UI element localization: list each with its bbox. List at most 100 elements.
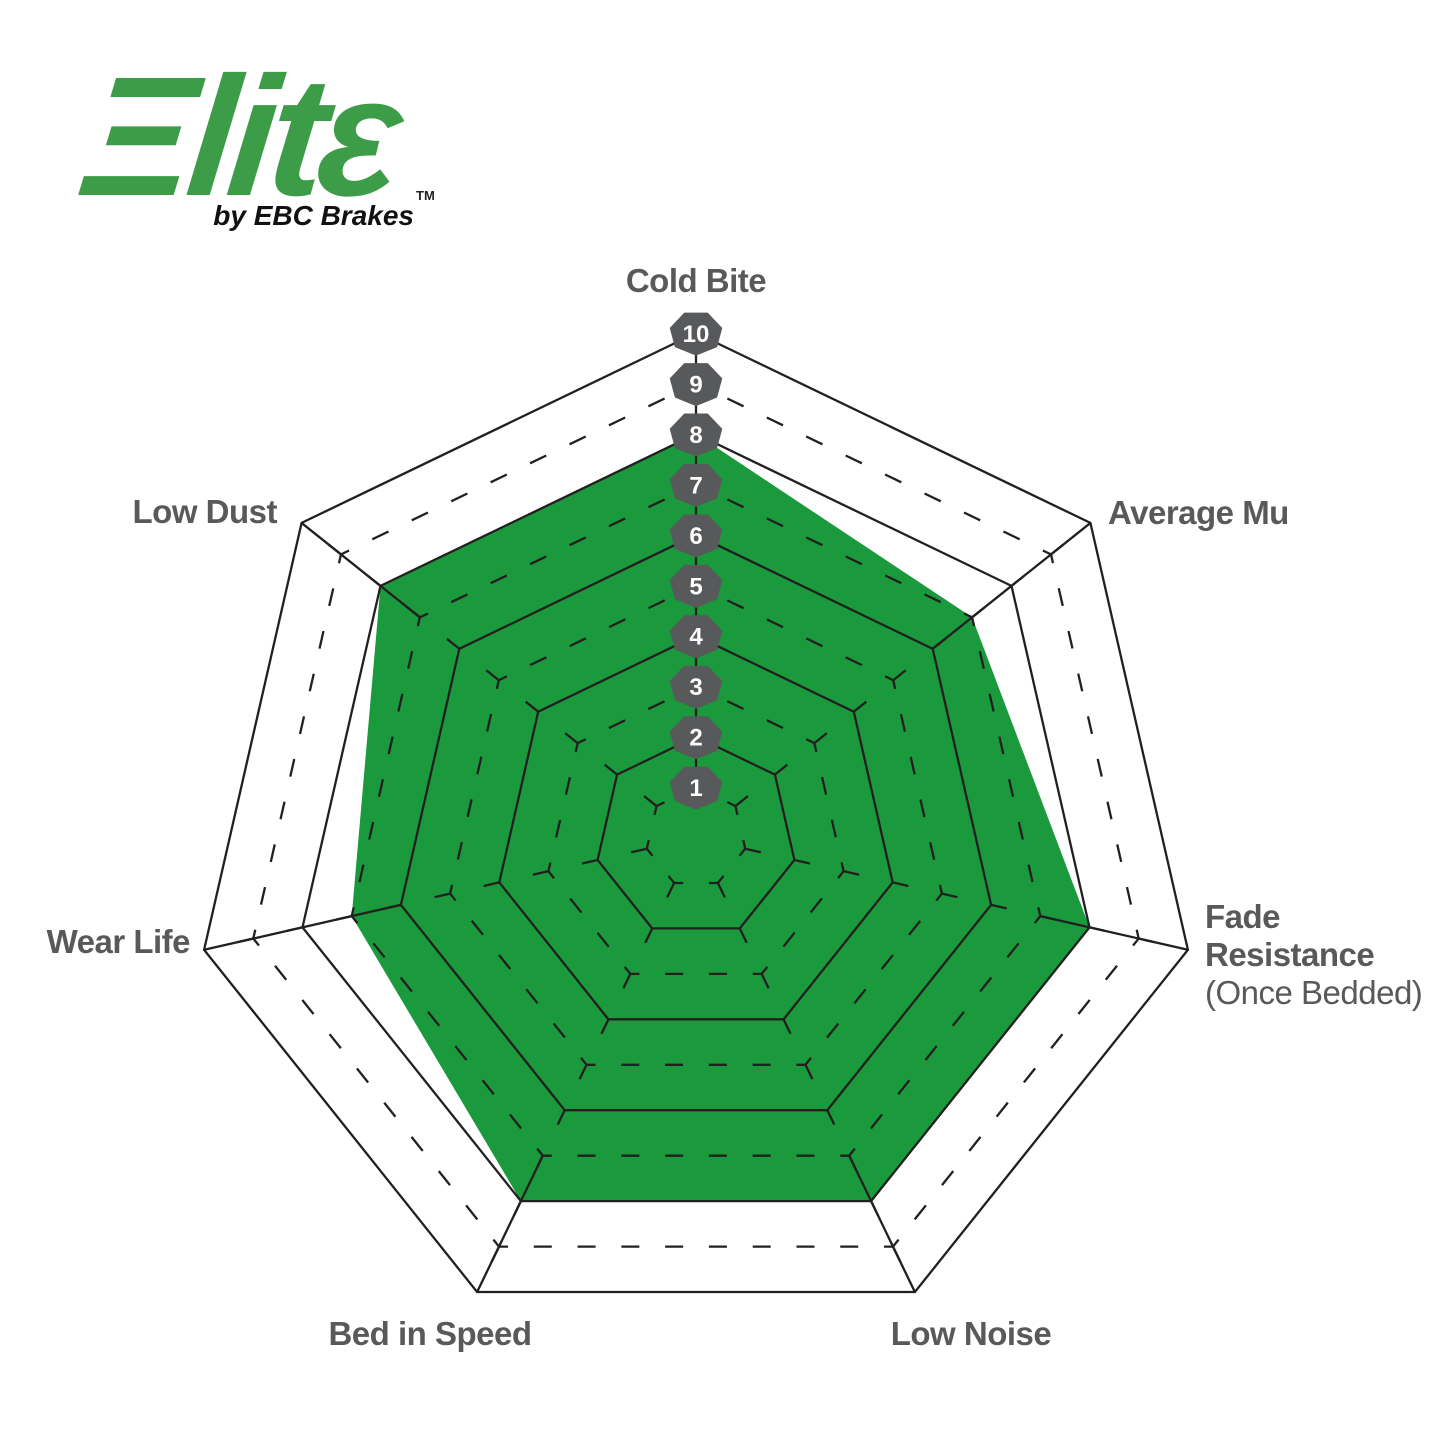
spoke-tick <box>335 914 352 921</box>
ebc-elite-logo: Ξlitε TM by EBC Brakes <box>75 0 436 250</box>
spoke-tick <box>782 1018 792 1035</box>
spoke-tick <box>941 892 958 899</box>
axis-label-fade-resistance-line1: Fade <box>1205 898 1280 935</box>
spoke-tick <box>892 881 909 888</box>
radar-value-polygon <box>351 433 1090 1202</box>
radar-ring-6 <box>399 533 993 1112</box>
spoke-tick <box>512 1200 522 1217</box>
spoke-tick <box>483 881 500 888</box>
scale-badge-shape <box>669 514 723 558</box>
radar-ring-2 <box>596 735 796 930</box>
scale-badge-shape <box>669 716 723 760</box>
scale-badge-label: 2 <box>689 725 702 752</box>
spoke-tick <box>630 847 648 854</box>
radar-grid-rings <box>202 331 1190 1294</box>
spoke-tick <box>644 927 654 944</box>
spoke-tick <box>891 1246 901 1262</box>
scale-badge-label: 9 <box>689 371 702 398</box>
spoke-tick <box>843 870 860 876</box>
scale-badge-10: 10 <box>669 312 723 356</box>
scale-badge-label: 10 <box>683 321 710 348</box>
scale-badge-label: 7 <box>689 472 702 499</box>
spoke-tick <box>774 763 789 776</box>
spoke-tick <box>1040 914 1057 921</box>
spoke-tick <box>794 858 811 865</box>
spoke-tick <box>367 574 382 587</box>
spoke-tick <box>760 973 770 989</box>
scale-badge-label: 8 <box>689 422 702 449</box>
axis-sublabel-once-bedded: (Once Bedded) <box>1205 974 1422 1011</box>
spoke-tick <box>848 1155 858 1171</box>
spoke-tick <box>990 903 1007 910</box>
spoke-tick <box>738 927 748 944</box>
spoke-tick <box>578 1064 588 1080</box>
spoke-tick <box>716 882 726 898</box>
scale-badge-label: 3 <box>689 674 702 701</box>
radar-ring-8 <box>301 432 1091 1203</box>
radar-ring-4 <box>498 634 894 1021</box>
scale-badge-8: 8 <box>669 413 723 457</box>
spoke-tick <box>603 763 618 776</box>
spoke-tick <box>327 543 342 556</box>
scale-badge-shape <box>669 363 723 407</box>
scale-badge-5: 5 <box>669 564 723 608</box>
spoke-tick <box>813 732 828 745</box>
scale-badge-shape <box>669 564 723 608</box>
spoke-tick <box>434 892 451 899</box>
spoke-tick <box>666 882 676 898</box>
axis-label-bed-in-speed: Bed in Speed <box>328 1315 531 1352</box>
spoke-tick <box>600 1018 610 1035</box>
radar-ring-1 <box>645 785 747 885</box>
spoke-tick <box>892 669 907 682</box>
scale-badge-shape <box>669 615 723 659</box>
scale-badge-6: 6 <box>669 514 723 558</box>
radar-spoke-4 <box>476 1155 544 1293</box>
spoke-tick <box>556 1109 566 1126</box>
spoke-tick <box>744 847 762 854</box>
scale-badge-9: 9 <box>669 363 723 407</box>
scale-badge-shape <box>669 665 723 709</box>
spoke-tick <box>564 732 579 745</box>
spoke-tick <box>734 795 749 807</box>
spoke-tick <box>525 700 539 713</box>
scale-badge-2: 2 <box>669 716 723 760</box>
spoke-tick <box>1010 574 1025 587</box>
trademark-symbol: TM <box>416 188 435 203</box>
spoke-tick <box>931 637 946 650</box>
spoke-tick <box>385 903 402 910</box>
scale-badge-shape <box>669 312 723 356</box>
spoke-tick <box>971 606 986 619</box>
scale-badge-4: 4 <box>669 615 723 659</box>
spoke-tick <box>1138 937 1155 944</box>
spoke-tick <box>286 926 303 932</box>
spoke-tick <box>581 858 598 865</box>
axis-label-low-dust: Low Dust <box>133 493 278 530</box>
axis-label-cold-bite: Cold Bite <box>626 262 766 299</box>
scale-badge-shape <box>669 413 723 457</box>
spoke-tick <box>870 1200 880 1217</box>
axis-label-fade-resistance-line2: Resistance <box>1205 936 1374 973</box>
radar-ring-10 <box>202 331 1190 1294</box>
scale-badges: 1 2 3 4 5 6 7 8 9 10 <box>669 312 723 810</box>
spoke-tick <box>853 700 867 713</box>
radar-spoke-3 <box>848 1155 916 1293</box>
spoke-tick <box>622 973 632 989</box>
scale-badge-label: 4 <box>689 624 703 651</box>
spoke-tick <box>446 637 461 650</box>
spoke-tick <box>237 937 254 944</box>
spoke-tick <box>485 669 500 682</box>
radar-ring-7 <box>350 483 1042 1157</box>
scale-badge-shape <box>669 464 723 507</box>
spoke-tick <box>406 606 421 619</box>
spoke-tick <box>534 1155 544 1171</box>
scale-badge-7: 7 <box>669 464 723 507</box>
scale-badge-1: 1 <box>669 766 723 810</box>
spoke-tick <box>643 795 658 807</box>
axis-label-low-noise: Low Noise <box>891 1315 1052 1352</box>
axis-label-average-mu: Average Mu <box>1108 494 1289 531</box>
logo-tagline: by EBC Brakes <box>213 200 414 231</box>
scale-badge-3: 3 <box>669 665 723 709</box>
scale-badge-label: 5 <box>689 573 702 600</box>
scale-badge-shape <box>669 766 723 810</box>
